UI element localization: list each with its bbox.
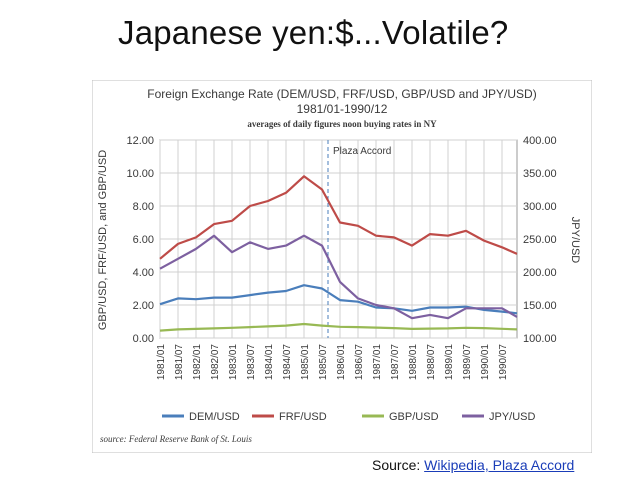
y-tick-left-label: 6.00: [133, 234, 154, 246]
series-line-frf-usd: [159, 175, 518, 260]
chart-title: Foreign Exchange Rate (DEM/USD, FRF/USD,…: [147, 87, 536, 101]
y-tick-right-label: 150.00: [523, 300, 557, 312]
y-tick-right-label: 200.00: [523, 267, 557, 279]
legend-label-gbp-usd: GBP/USD: [389, 411, 439, 423]
x-tick-label: 1985/01: [300, 344, 311, 381]
x-tick-label: 1986/07: [354, 344, 365, 381]
chart-legend: DEM/USD FRF/USD GBP/USD JPY/USD: [162, 411, 536, 423]
y-tick-right-label: 350.00: [523, 168, 557, 180]
x-tick-label: 1987/07: [390, 344, 401, 381]
x-tick-label: 1987/01: [372, 344, 383, 381]
y-tick-right-label: 400.00: [523, 135, 557, 147]
series-line-gbp-usd: [159, 322, 518, 332]
x-tick-label: 1983/01: [228, 344, 239, 381]
x-tick-label: 1983/07: [246, 344, 257, 381]
series-line-dem-usd: [159, 284, 518, 315]
y-tick-right-label: 250.00: [523, 234, 557, 246]
slide-title: Japanese yen:$...Volatile?: [118, 14, 509, 51]
x-tick-label: 1981/07: [174, 344, 185, 381]
x-tick-label: 1989/01: [444, 344, 455, 381]
series-line-jpy-usd: [159, 234, 518, 320]
y-tick-right-label: 100.00: [523, 333, 557, 345]
legend-label-jpy-usd: JPY/USD: [489, 411, 536, 423]
y-tick-left-label: 0.00: [133, 333, 154, 345]
y-tick-left-label: 10.00: [126, 168, 154, 180]
x-tick-label: 1984/01: [264, 344, 275, 381]
y-tick-right-label: 300.00: [523, 201, 557, 213]
x-tick-label: 1982/07: [210, 344, 221, 381]
plaza-accord-label: Plaza Accord: [333, 146, 391, 157]
plaza-accord-annotation: Plaza Accord: [327, 140, 391, 338]
chart-border: [92, 80, 592, 453]
x-tick-label: 1984/07: [282, 344, 293, 381]
source-line: Source: Wikipedia, Plaza Accord: [372, 457, 574, 473]
y-axis-left-label: GBP/USD, FRF/USD, and GBP/USD: [97, 150, 109, 330]
source-link[interactable]: Wikipedia, Plaza Accord: [424, 457, 575, 473]
x-tick-label: 1981/01: [156, 344, 167, 381]
data-series: [159, 175, 518, 332]
x-axis-ticks: 1981/01 1981/07 1982/01 1982/07 1983/01 1983/…: [156, 344, 509, 381]
source-prefix: Source:: [372, 457, 425, 473]
x-tick-label: 1985/07: [318, 344, 329, 381]
chart-source-note: source: Federal Reserve Bank of St. Loui…: [100, 434, 252, 444]
grid-lines: [159, 139, 518, 339]
y-tick-left-label: 12.00: [126, 135, 154, 147]
y-axis-left-ticks: 0.00 2.00 4.00 6.00 8.00 10.00 12.00: [126, 135, 154, 345]
y-axis-right-label: JPY/USD: [569, 217, 581, 264]
legend-label-frf-usd: FRF/USD: [279, 411, 327, 423]
x-tick-label: 1988/07: [426, 344, 437, 381]
x-tick-label: 1986/01: [336, 344, 347, 381]
x-tick-label: 1990/07: [498, 344, 509, 381]
legend-label-dem-usd: DEM/USD: [189, 411, 240, 423]
exchange-rate-chart: Foreign Exchange Rate (DEM/USD, FRF/USD,…: [92, 80, 592, 453]
y-tick-left-label: 4.00: [133, 267, 154, 279]
chart-subtitle: 1981/01-1990/12: [297, 102, 388, 116]
chart-subtitle-note: averages of daily figures noon buying ra…: [247, 119, 437, 129]
y-axis-right-ticks: 100.00 150.00 200.00 250.00 300.00 350.00 400.…: [523, 135, 557, 345]
x-tick-label: 1982/01: [192, 344, 203, 381]
x-tick-label: 1989/07: [462, 344, 473, 381]
y-tick-left-label: 8.00: [133, 201, 154, 213]
x-tick-label: 1988/01: [408, 344, 419, 381]
y-tick-left-label: 2.00: [133, 300, 154, 312]
x-tick-label: 1990/01: [480, 344, 491, 381]
